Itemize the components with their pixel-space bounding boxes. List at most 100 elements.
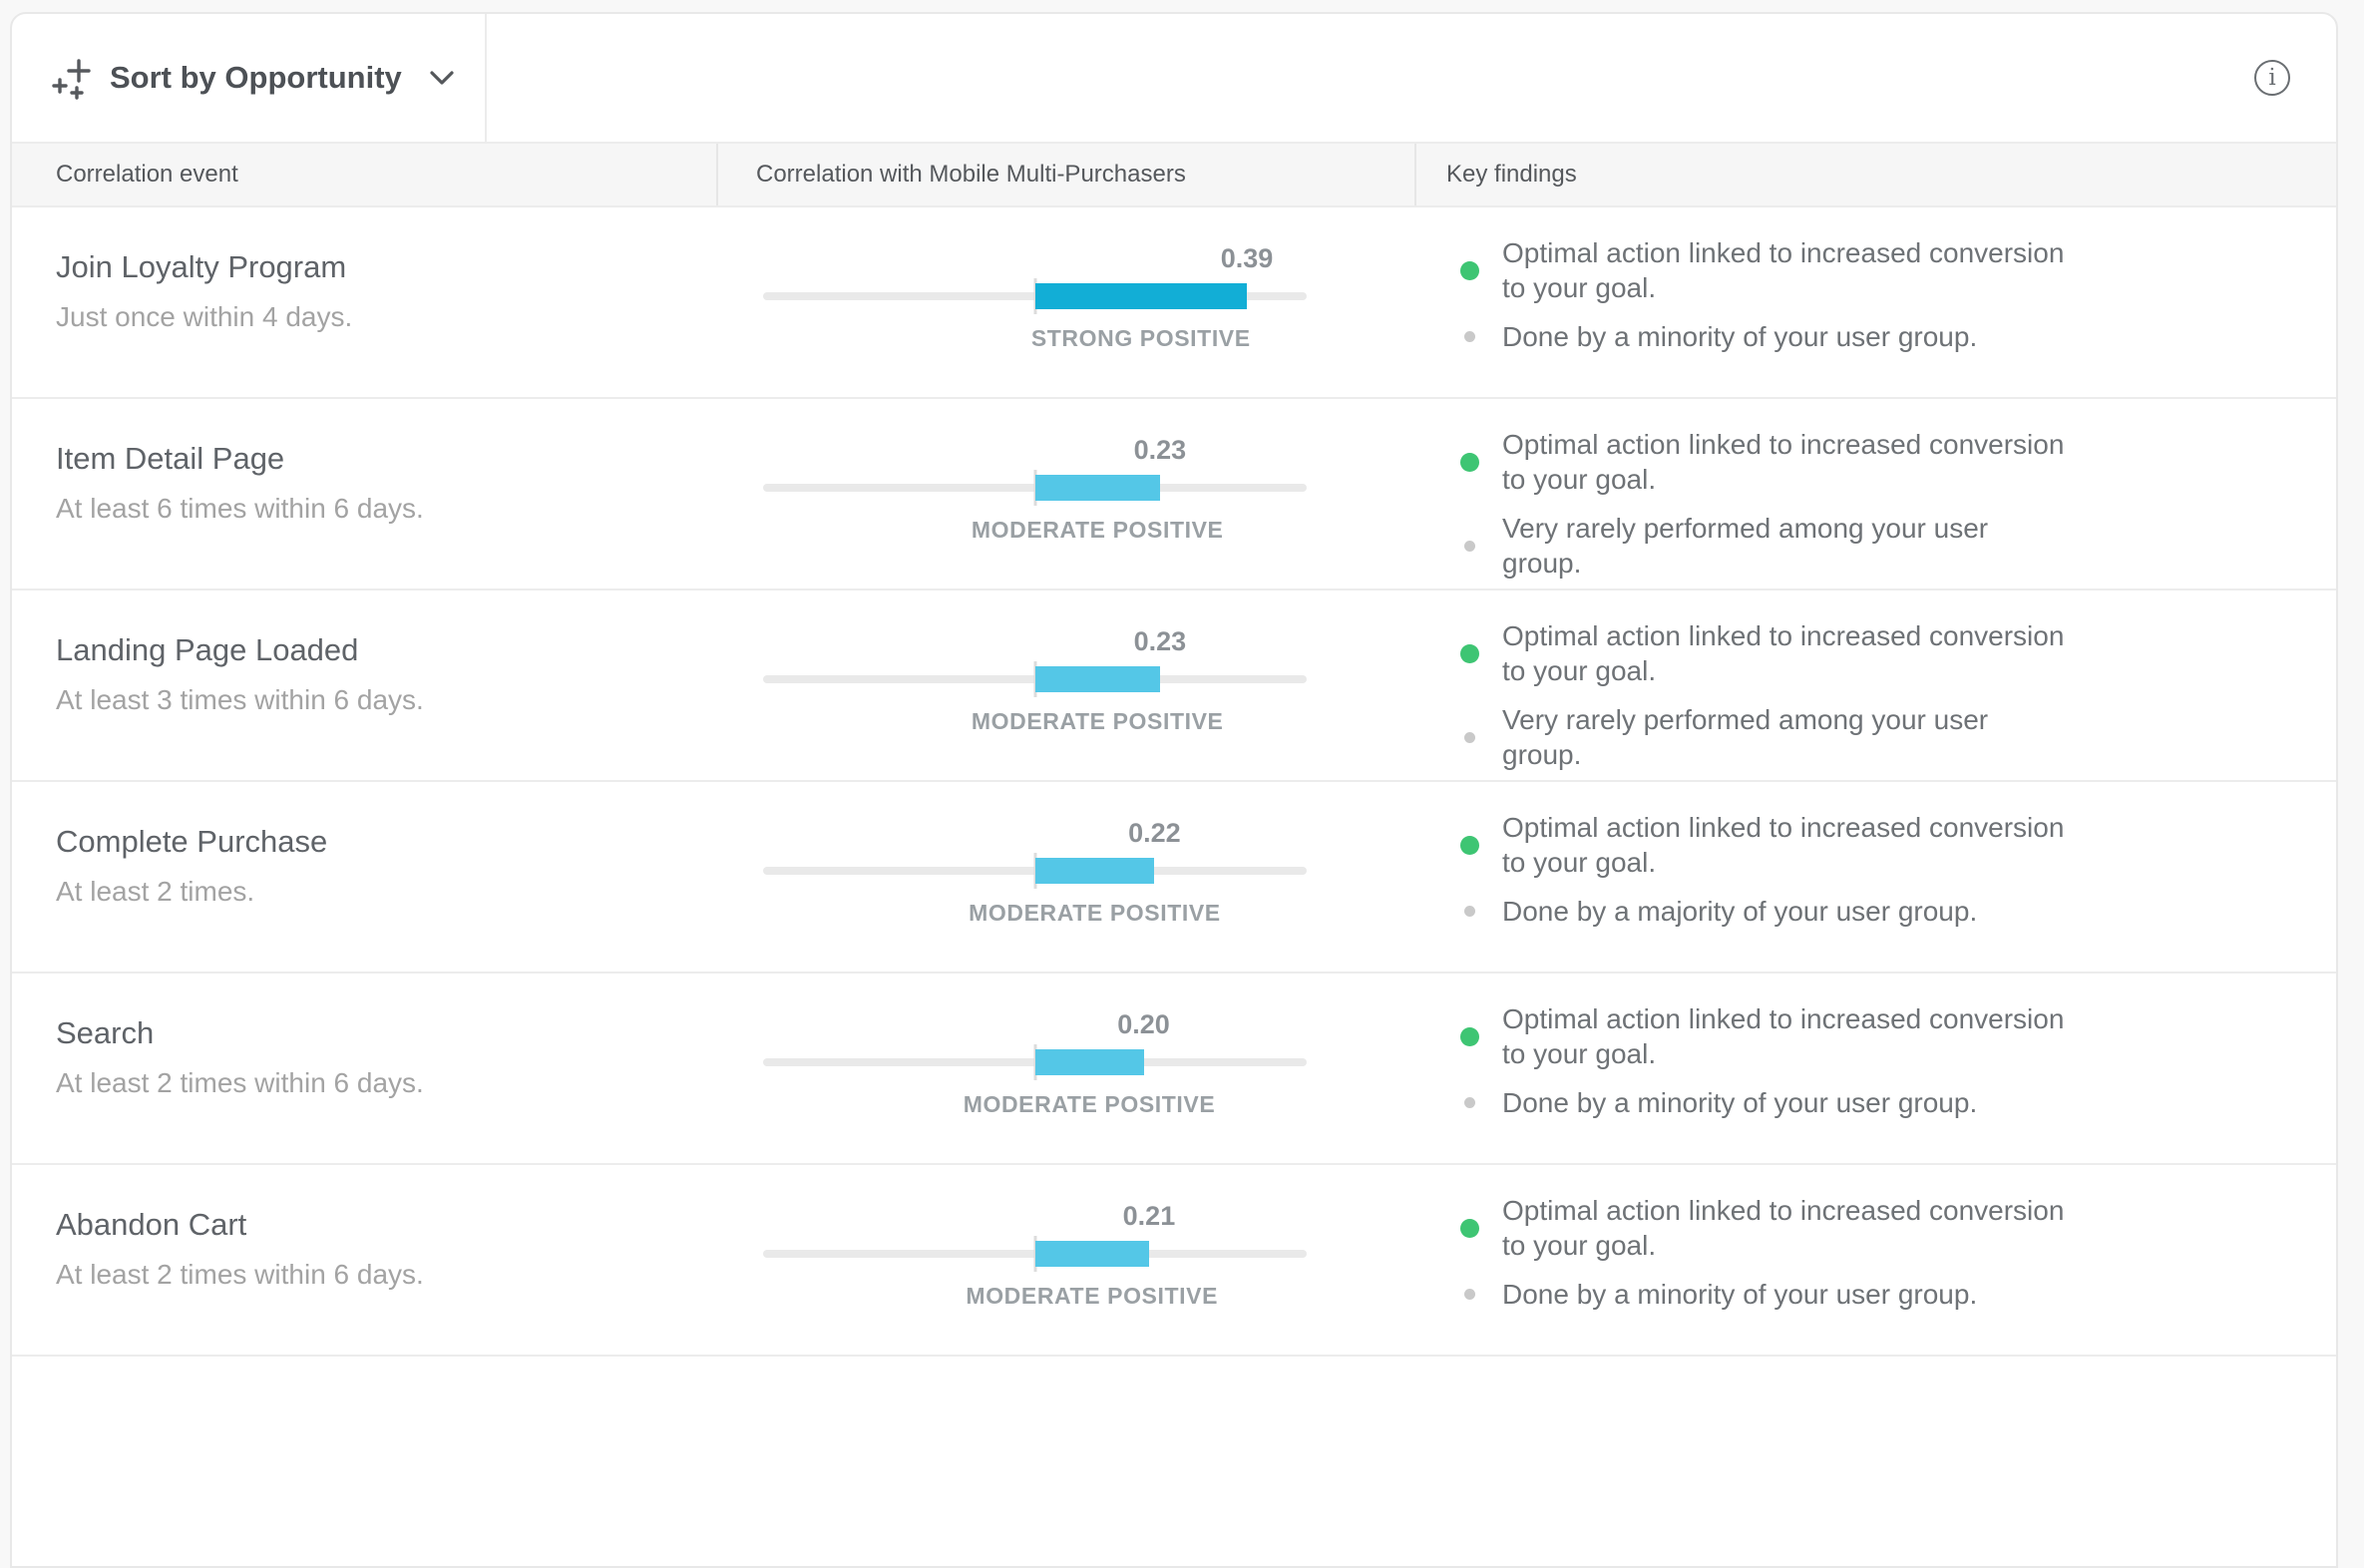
correlation-cell: 0.21 MODERATE POSITIVE: [718, 1165, 1416, 1355]
event-criteria: At least 2 times within 6 days.: [56, 1067, 424, 1098]
event-cell: Search At least 2 times within 6 days.: [12, 974, 718, 1163]
event-cell: Item Detail Page At least 6 times within…: [12, 399, 718, 588]
info-button[interactable]: i: [2254, 59, 2292, 97]
key-findings-list: Optimal action linked to increased conve…: [1416, 1001, 2336, 1120]
finding-item: Very rarely performed among your user gr…: [1416, 702, 2336, 772]
correlation-bar: 0.20 MODERATE POSITIVE: [763, 974, 1307, 1163]
correlation-bar-fill: [1034, 283, 1248, 309]
status-dot-icon: [1463, 1097, 1475, 1108]
table-header-row: Correlation event Correlation with Mobil…: [12, 142, 2336, 207]
table-body: Join Loyalty Program Just once within 4 …: [12, 207, 2336, 1357]
event-name: Join Loyalty Program: [56, 249, 347, 284]
key-findings-cell: Optimal action linked to increased conve…: [1416, 974, 2336, 1163]
status-dot-icon: [1463, 331, 1475, 342]
key-findings-list: Optimal action linked to increased conve…: [1416, 1193, 2336, 1312]
finding-text: Very rarely performed among your user gr…: [1502, 513, 1989, 579]
table-row[interactable]: Abandon Cart At least 2 times within 6 d…: [12, 1165, 2336, 1357]
sort-by-opportunity-button[interactable]: Sort by Opportunity: [12, 14, 487, 142]
status-dot-icon: [1463, 540, 1475, 552]
correlation-strength-label: MODERATE POSITIVE: [966, 1283, 1219, 1309]
finding-text: Optimal action linked to increased conve…: [1502, 812, 2065, 878]
finding-item: Done by a majority of your user group.: [1416, 894, 2336, 929]
sparkle-plus-icon: [52, 59, 91, 100]
correlation-bar-fill: [1034, 1049, 1144, 1075]
table-row[interactable]: Search At least 2 times within 6 days. 0…: [12, 974, 2336, 1165]
status-dot-icon: [1459, 452, 1479, 472]
event-name: Landing Page Loaded: [56, 632, 359, 667]
event-name: Item Detail Page: [56, 441, 285, 476]
status-dot-icon: [1459, 835, 1479, 855]
correlation-bar-fill: [1034, 1241, 1149, 1267]
key-findings-list: Optimal action linked to increased conve…: [1416, 810, 2336, 929]
correlation-cell: 0.23 MODERATE POSITIVE: [718, 399, 1416, 588]
chevron-down-icon: [429, 70, 455, 86]
finding-text: Optimal action linked to increased conve…: [1502, 1003, 2065, 1069]
finding-text: Done by a minority of your user group.: [1502, 321, 1978, 352]
finding-text: Optimal action linked to increased conve…: [1502, 1195, 2065, 1261]
correlation-cell: 0.23 MODERATE POSITIVE: [718, 590, 1416, 780]
correlation-bar-fill: [1034, 666, 1160, 692]
correlation-value: 0.23: [1133, 435, 1187, 465]
event-name: Complete Purchase: [56, 824, 328, 859]
finding-item: Optimal action linked to increased conve…: [1416, 1001, 2336, 1071]
event-cell: Landing Page Loaded At least 3 times wit…: [12, 590, 718, 780]
status-dot-icon: [1459, 643, 1479, 663]
key-findings-cell: Optimal action linked to increased conve…: [1416, 1165, 2336, 1355]
correlation-bar: 0.21 MODERATE POSITIVE: [763, 1165, 1307, 1355]
correlation-value: 0.20: [1117, 1009, 1170, 1039]
finding-text: Done by a minority of your user group.: [1502, 1279, 1978, 1310]
correlation-table-card: Sort by Opportunity i Correlation event …: [10, 12, 2338, 1568]
correlation-bar: 0.22 MODERATE POSITIVE: [763, 782, 1307, 972]
finding-item: Done by a minority of your user group.: [1416, 1277, 2336, 1312]
finding-item: Optimal action linked to increased conve…: [1416, 235, 2336, 305]
event-name: Search: [56, 1015, 155, 1050]
correlation-strength-label: MODERATE POSITIVE: [971, 517, 1224, 543]
event-cell: Abandon Cart At least 2 times within 6 d…: [12, 1165, 718, 1355]
correlation-value: 0.21: [1122, 1201, 1176, 1231]
toolbar: Sort by Opportunity i: [12, 14, 2336, 142]
key-findings-cell: Optimal action linked to increased conve…: [1416, 590, 2336, 780]
table-row[interactable]: Landing Page Loaded At least 3 times wit…: [12, 590, 2336, 782]
event-cell: Complete Purchase At least 2 times.: [12, 782, 718, 972]
column-header-correlation-event: Correlation event: [12, 144, 718, 205]
event-criteria: At least 2 times.: [56, 876, 255, 907]
info-circle-icon: i: [2254, 60, 2290, 96]
event-cell: Join Loyalty Program Just once within 4 …: [12, 207, 718, 397]
sort-button-label: Sort by Opportunity: [110, 60, 402, 95]
status-dot-icon: [1459, 1218, 1479, 1238]
finding-text: Optimal action linked to increased conve…: [1502, 429, 2065, 495]
table-row[interactable]: Item Detail Page At least 6 times within…: [12, 399, 2336, 590]
correlation-bar: 0.39 STRONG POSITIVE: [763, 207, 1307, 397]
key-findings-list: Optimal action linked to increased conve…: [1416, 427, 2336, 581]
correlation-bar: 0.23 MODERATE POSITIVE: [763, 399, 1307, 588]
correlation-bar: 0.23 MODERATE POSITIVE: [763, 590, 1307, 780]
key-findings-list: Optimal action linked to increased conve…: [1416, 618, 2336, 772]
correlation-cell: 0.22 MODERATE POSITIVE: [718, 782, 1416, 972]
column-header-correlation-value: Correlation with Mobile Multi-Purchasers: [718, 144, 1416, 205]
event-criteria: At least 2 times within 6 days.: [56, 1259, 424, 1290]
correlation-strength-label: MODERATE POSITIVE: [963, 1091, 1216, 1117]
finding-text: Done by a minority of your user group.: [1502, 1087, 1978, 1118]
correlation-bar-fill: [1034, 858, 1155, 884]
finding-item: Done by a minority of your user group.: [1416, 1085, 2336, 1120]
column-header-key-findings: Key findings: [1446, 161, 1577, 188]
event-criteria: Just once within 4 days.: [56, 301, 353, 332]
correlation-value: 0.22: [1128, 818, 1181, 848]
status-dot-icon: [1459, 260, 1479, 280]
table-row[interactable]: Complete Purchase At least 2 times. 0.22…: [12, 782, 2336, 974]
event-criteria: At least 6 times within 6 days.: [56, 493, 424, 524]
correlation-strength-label: MODERATE POSITIVE: [971, 708, 1224, 734]
finding-item: Optimal action linked to increased conve…: [1416, 427, 2336, 497]
key-findings-cell: Optimal action linked to increased conve…: [1416, 207, 2336, 397]
correlation-value: 0.23: [1133, 626, 1187, 656]
finding-text: Done by a majority of your user group.: [1502, 896, 1978, 927]
finding-item: Optimal action linked to increased conve…: [1416, 810, 2336, 880]
event-criteria: At least 3 times within 6 days.: [56, 684, 424, 715]
finding-text: Optimal action linked to increased conve…: [1502, 237, 2065, 303]
correlation-bar-fill: [1034, 475, 1160, 501]
finding-item: Very rarely performed among your user gr…: [1416, 511, 2336, 581]
finding-item: Optimal action linked to increased conve…: [1416, 1193, 2336, 1263]
table-row[interactable]: Join Loyalty Program Just once within 4 …: [12, 207, 2336, 399]
correlation-cell: 0.20 MODERATE POSITIVE: [718, 974, 1416, 1163]
finding-item: Optimal action linked to increased conve…: [1416, 618, 2336, 688]
